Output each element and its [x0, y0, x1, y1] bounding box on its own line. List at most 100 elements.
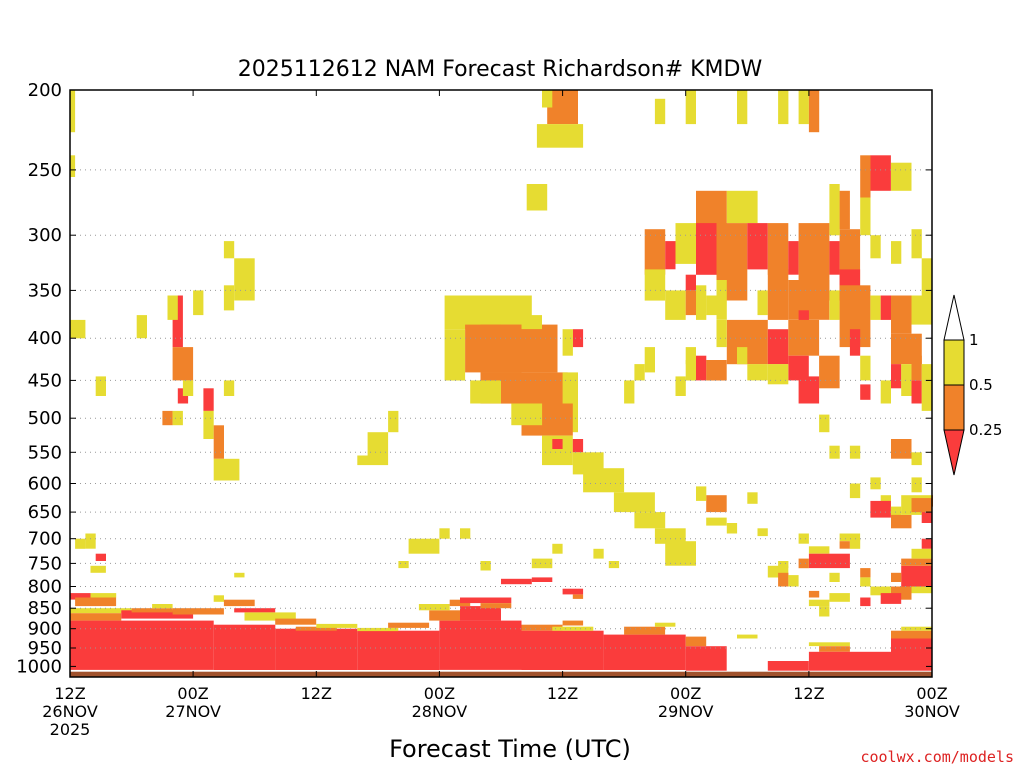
heatmap-cell-high [798, 533, 809, 544]
heatmap-cell-low [901, 565, 932, 587]
heatmap-cell-high [542, 90, 553, 108]
heatmap-cell-high [911, 477, 922, 493]
heatmap-cell-high [860, 577, 871, 587]
legend-bin-red [943, 429, 965, 476]
heatmap-cell-mid [860, 568, 871, 578]
heatmap-cell-high [203, 410, 214, 439]
heatmap-cell-high [444, 295, 501, 330]
heatmap-cell-high [747, 364, 768, 381]
heatmap-cell-high [213, 458, 240, 481]
heatmap-cell-high [870, 295, 881, 320]
heatmap-cell-high [911, 548, 932, 559]
heatmap-cell-mid [901, 558, 932, 566]
heatmap-cell-high [921, 364, 932, 411]
heatmap-cell-high [716, 319, 727, 348]
x-tick-label: 12Z [547, 684, 578, 703]
heatmap-cell-high [716, 280, 727, 320]
heatmap-cell-high [726, 523, 738, 534]
heatmap-cell-mid [429, 610, 460, 621]
x-tick-label: 00Z [916, 684, 947, 703]
heatmap-cell-mid [685, 636, 707, 647]
y-tick-label: 300 [28, 225, 62, 246]
heatmap-cell-high [367, 432, 389, 456]
heatmap-cell-low [747, 223, 768, 270]
x-tick-label: 00Z [424, 684, 455, 703]
heatmap-cell-high [85, 533, 96, 549]
heatmap-cell-high [70, 319, 86, 339]
y-tick-label: 550 [28, 442, 62, 463]
heatmap-cell-high [357, 455, 389, 466]
heatmap-cell-high [808, 546, 830, 554]
heatmap-cell-mid [891, 630, 932, 639]
heatmap-cell-high [644, 347, 655, 373]
heatmap-cell-high [675, 223, 696, 264]
heatmap-cell-high [634, 364, 645, 381]
y-tick-label: 500 [28, 408, 62, 429]
heatmap-cell-mid [788, 319, 820, 356]
heatmap-cell-high [460, 528, 471, 539]
x-tick-label: 2025 [50, 720, 91, 739]
heatmap-cell-high [685, 347, 696, 365]
y-tick-label: 1000 [16, 656, 62, 677]
heatmap-cell-low [829, 241, 840, 275]
heatmap-cell-high [593, 548, 604, 559]
heatmap-cell-mid [891, 572, 902, 582]
heatmap-cell-high [706, 517, 727, 526]
y-tick-label: 250 [28, 160, 62, 181]
legend: 1 0.5 0.25 [943, 294, 1002, 476]
x-tick-label: 27NOV [165, 702, 221, 721]
heatmap-cell-low [95, 553, 106, 561]
x-tick-label: 12Z [54, 684, 85, 703]
heatmap-cell-low [808, 651, 891, 671]
y-tick-label: 800 [28, 577, 62, 598]
heatmap-cell-high [552, 543, 563, 554]
heatmap-cell-mid [839, 541, 850, 549]
heatmap-cell-high [891, 162, 912, 191]
heatmap-cell-low [552, 439, 563, 449]
heatmap-cell-mid [162, 410, 173, 426]
heatmap-cell-high [90, 593, 117, 598]
heatmap-cell-high [737, 347, 748, 365]
heatmap-cell-low [798, 376, 820, 404]
heatmap-cell-high [244, 612, 296, 621]
y-tick-label: 900 [28, 619, 62, 640]
heatmap-cell-high [70, 90, 76, 133]
heatmap-cell-mid [644, 229, 666, 275]
heatmap-cell-low [572, 439, 584, 453]
heatmap-cell-low [860, 597, 871, 607]
heatmap-cell-high [829, 445, 840, 459]
heatmap-cell-low [767, 661, 809, 671]
heatmap-cell-high [767, 364, 789, 385]
y-tick-label: 850 [28, 598, 62, 619]
heatmap-cell-high [193, 290, 204, 316]
heatmap-cell-high [706, 295, 717, 316]
heatmap-cell-high [819, 606, 830, 617]
heatmap-cell-high [480, 561, 491, 571]
heatmap-cell-mid [131, 608, 173, 613]
heatmap-cell-low [921, 512, 932, 523]
legend-bin-white [943, 294, 965, 341]
heatmap-cell-high [737, 634, 758, 639]
heatmap-cell-mid [706, 495, 727, 513]
x-tick-label: 29NOV [658, 702, 714, 721]
heatmap-cell-low [234, 608, 276, 613]
heatmap-cell-mid [798, 558, 809, 569]
heatmap-cell-mid [839, 190, 850, 230]
heatmap-cell-mid [172, 608, 224, 615]
heatmap-cell-low [70, 620, 214, 670]
x-tick-label: 30NOV [904, 702, 960, 721]
heatmap-cell-high [213, 595, 224, 602]
heatmap-cell-high [757, 528, 768, 537]
heatmap-cell-high [234, 572, 245, 578]
heatmap-cell-low [685, 646, 727, 671]
heatmap-cell-high [880, 380, 891, 404]
heatmap-cell-high [778, 90, 789, 125]
heatmap-cell-high [685, 90, 696, 125]
heatmap-cell-mid [819, 646, 850, 652]
heatmap-cell-high [608, 561, 620, 569]
heatmap-cell-high [521, 315, 542, 330]
heatmap-cell-low [788, 355, 809, 381]
heatmap-cell-mid [295, 626, 337, 631]
heatmap-cell-high [654, 622, 676, 627]
heatmap-cell-high [921, 258, 932, 296]
